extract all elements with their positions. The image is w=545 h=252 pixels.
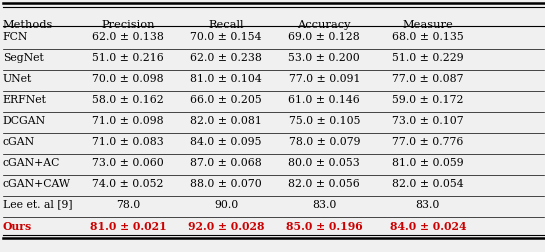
Text: 75.0 ± 0.105: 75.0 ± 0.105 <box>288 115 360 125</box>
Text: 92.0 ± 0.028: 92.0 ± 0.028 <box>188 220 264 231</box>
Text: 73.0 ± 0.060: 73.0 ± 0.060 <box>92 157 164 167</box>
Text: 62.0 ± 0.238: 62.0 ± 0.238 <box>190 52 262 62</box>
Text: 71.0 ± 0.083: 71.0 ± 0.083 <box>92 136 164 146</box>
Text: Lee et. al [9]: Lee et. al [9] <box>3 199 72 209</box>
Text: cGAN: cGAN <box>3 136 35 146</box>
Text: UNet: UNet <box>3 73 32 83</box>
Text: 58.0 ± 0.162: 58.0 ± 0.162 <box>92 94 164 104</box>
Text: 84.0 ± 0.095: 84.0 ± 0.095 <box>190 136 262 146</box>
Text: 82.0 ± 0.054: 82.0 ± 0.054 <box>392 178 464 188</box>
Text: 85.0 ± 0.196: 85.0 ± 0.196 <box>286 220 362 231</box>
Text: cGAN+AC: cGAN+AC <box>3 157 60 167</box>
Text: Recall: Recall <box>208 20 244 30</box>
Text: cGAN+CAW: cGAN+CAW <box>3 178 71 188</box>
Text: FCN: FCN <box>3 32 28 42</box>
Text: 87.0 ± 0.068: 87.0 ± 0.068 <box>190 157 262 167</box>
Text: 69.0 ± 0.128: 69.0 ± 0.128 <box>288 32 360 42</box>
Text: 77.0 ± 0.091: 77.0 ± 0.091 <box>288 73 360 83</box>
Text: 74.0 ± 0.052: 74.0 ± 0.052 <box>92 178 164 188</box>
Text: Measure: Measure <box>402 20 453 30</box>
Text: Ours: Ours <box>3 220 32 231</box>
Text: 61.0 ± 0.146: 61.0 ± 0.146 <box>288 94 360 104</box>
Text: 70.0 ± 0.098: 70.0 ± 0.098 <box>92 73 164 83</box>
Text: 71.0 ± 0.098: 71.0 ± 0.098 <box>92 115 164 125</box>
Text: 51.0 ± 0.216: 51.0 ± 0.216 <box>92 52 164 62</box>
Text: 53.0 ± 0.200: 53.0 ± 0.200 <box>288 52 360 62</box>
Text: 83.0: 83.0 <box>416 199 440 209</box>
Text: 82.0 ± 0.056: 82.0 ± 0.056 <box>288 178 360 188</box>
Text: 83.0: 83.0 <box>312 199 336 209</box>
Text: 66.0 ± 0.205: 66.0 ± 0.205 <box>190 94 262 104</box>
Text: DCGAN: DCGAN <box>3 115 46 125</box>
Text: 68.0 ± 0.135: 68.0 ± 0.135 <box>392 32 464 42</box>
Text: 59.0 ± 0.172: 59.0 ± 0.172 <box>392 94 464 104</box>
Text: 81.0 ± 0.021: 81.0 ± 0.021 <box>90 220 166 231</box>
Text: Accuracy: Accuracy <box>298 20 351 30</box>
Text: 73.0 ± 0.107: 73.0 ± 0.107 <box>392 115 464 125</box>
Text: ERFNet: ERFNet <box>3 94 47 104</box>
Text: 90.0: 90.0 <box>214 199 238 209</box>
Text: 70.0 ± 0.154: 70.0 ± 0.154 <box>190 32 262 42</box>
Text: 62.0 ± 0.138: 62.0 ± 0.138 <box>92 32 164 42</box>
Text: 78.0 ± 0.079: 78.0 ± 0.079 <box>288 136 360 146</box>
Text: 84.0 ± 0.024: 84.0 ± 0.024 <box>390 220 466 231</box>
Text: 88.0 ± 0.070: 88.0 ± 0.070 <box>190 178 262 188</box>
Text: 77.0 ± 0.776: 77.0 ± 0.776 <box>392 136 463 146</box>
Text: 81.0 ± 0.104: 81.0 ± 0.104 <box>190 73 262 83</box>
Text: 82.0 ± 0.081: 82.0 ± 0.081 <box>190 115 262 125</box>
Text: 80.0 ± 0.053: 80.0 ± 0.053 <box>288 157 360 167</box>
Text: Precision: Precision <box>101 20 155 30</box>
Text: SegNet: SegNet <box>3 52 44 62</box>
Text: 77.0 ± 0.087: 77.0 ± 0.087 <box>392 73 464 83</box>
Text: Methods: Methods <box>3 20 53 30</box>
Text: 78.0: 78.0 <box>116 199 140 209</box>
Text: 51.0 ± 0.229: 51.0 ± 0.229 <box>392 52 464 62</box>
Text: 81.0 ± 0.059: 81.0 ± 0.059 <box>392 157 464 167</box>
